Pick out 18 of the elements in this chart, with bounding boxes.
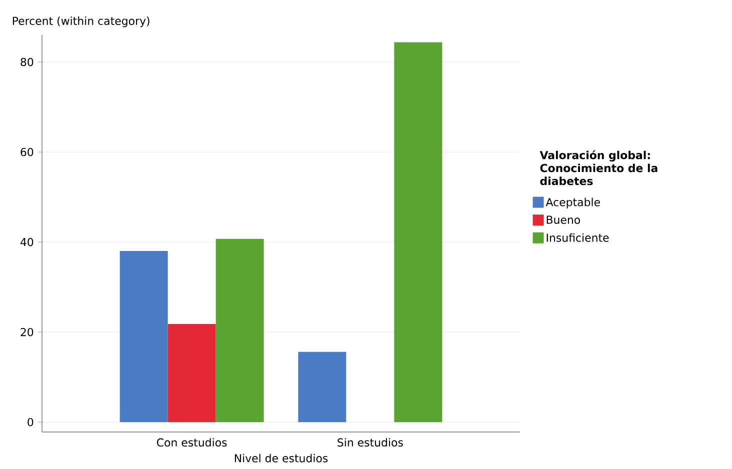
- bar: [168, 324, 216, 422]
- y-tick-label: 80: [20, 58, 34, 66]
- legend-label: Insuficiente: [546, 233, 609, 242]
- bar: [120, 251, 168, 422]
- y-tick-label: 40: [20, 238, 34, 246]
- y-tick-label: 0: [28, 418, 34, 426]
- x-axis-title: Nivel de estudios: [234, 454, 328, 462]
- legend-label: Bueno: [546, 216, 580, 224]
- legend-title: Valoración global: Conocimiento de la diabetes: [540, 150, 658, 186]
- bar: [216, 238, 264, 422]
- y-tick-label: 60: [20, 148, 34, 156]
- y-axis-title: Percent (within category): [12, 16, 150, 28]
- x-tick-label: Con estudios: [156, 438, 227, 447]
- x-tick-label: Sin estudios: [338, 438, 403, 447]
- bar: [394, 42, 442, 422]
- legend-label: Aceptable: [546, 198, 600, 208]
- bar: [298, 352, 346, 422]
- y-tick-label: 20: [20, 328, 34, 336]
